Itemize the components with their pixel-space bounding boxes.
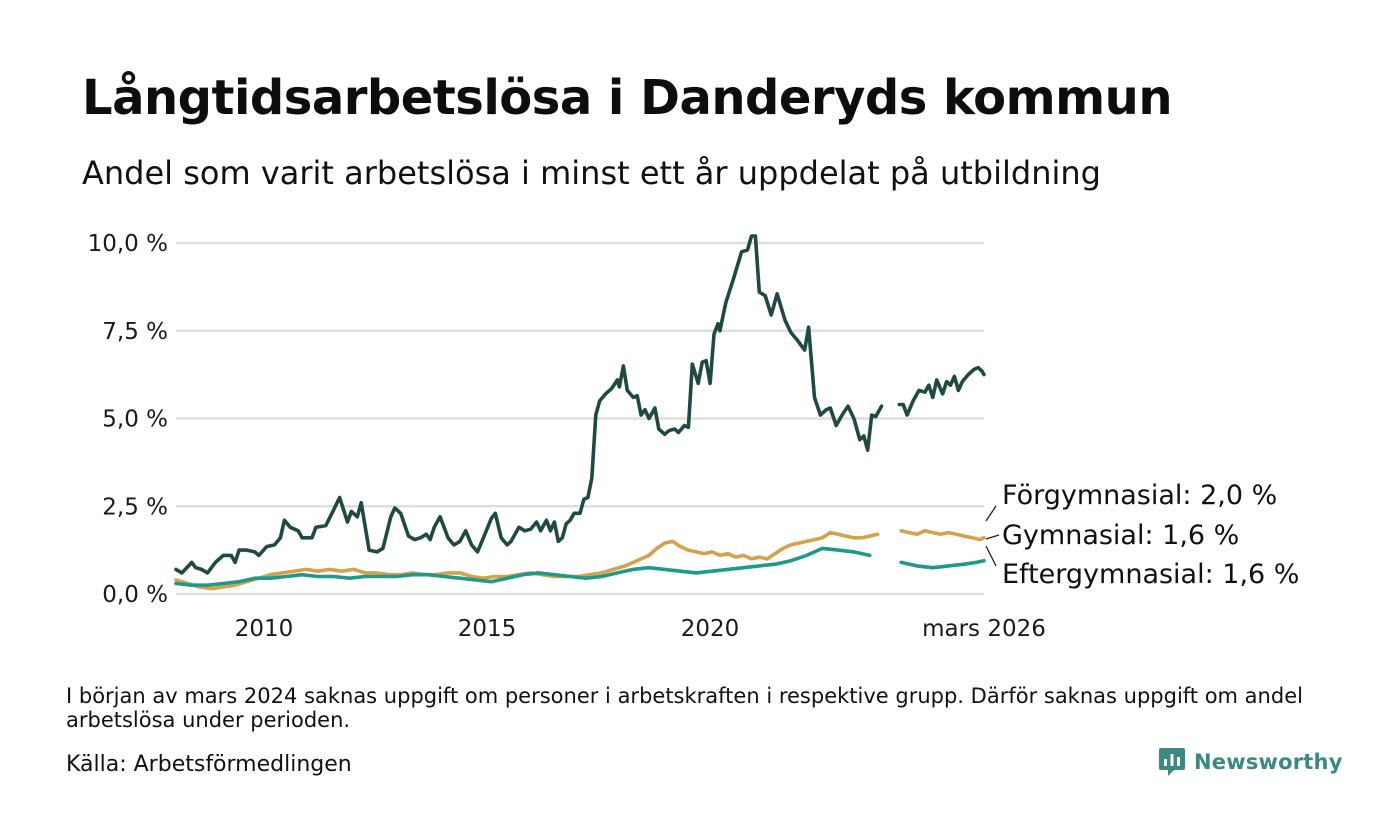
label-leader-förgymnasial: [985, 505, 997, 522]
series-line-eftergymnasial-seg-1: [899, 558, 986, 570]
series-end-label-förgymnasial: Förgymnasial: 2,0 %: [1002, 480, 1277, 511]
source-line: Källa: Arbetsförmedlingen: [66, 752, 352, 777]
series-line-gymnasial-seg-0: [174, 530, 880, 591]
series-line-gymnasial-seg-1: [899, 528, 986, 542]
series-line-eftergymnasial-seg-0: [174, 546, 872, 588]
y-axis-ticks: 0,0 % 2,5 % 5,0 % 7,5 % 10,0 %: [88, 231, 168, 608]
x-axis-ticks: 2010 2015 2020 mars 2026: [235, 616, 1046, 642]
label-leader-eftergymnasial: [985, 545, 997, 567]
line-chart: 0,0 % 2,5 % 5,0 % 7,5 % 10,0 % 2010 2015 2020 m…: [88, 231, 1300, 642]
series-end-label-gymnasial: Gymnasial: 1,6 %: [1002, 520, 1239, 551]
brand-logo: Newsworthy: [1158, 746, 1343, 778]
x-tick-label: 2020: [681, 616, 740, 642]
y-tick-label: 10,0 %: [88, 231, 168, 257]
series-lines: [174, 234, 986, 591]
x-tick-label: 2010: [235, 616, 294, 642]
grid-lines: [176, 241, 984, 596]
series-line-förgymnasial-seg-0: [174, 234, 884, 575]
label-leader-gymnasial: [985, 534, 1000, 540]
brand-name: Newsworthy: [1194, 750, 1343, 774]
y-tick-label: 2,5 %: [102, 494, 168, 520]
x-tick-label: 2015: [458, 616, 517, 642]
series-end-labels: Förgymnasial: 2,0 % Gymnasial: 1,6 % Efter…: [985, 480, 1299, 590]
series-line-förgymnasial-seg-1: [897, 365, 986, 417]
footnote: I början av mars 2024 saknas uppgift om …: [66, 684, 1303, 732]
newsworthy-logo-icon: [1159, 748, 1185, 776]
chart-subtitle: Andel som varit arbetslösa i minst ett å…: [82, 154, 1101, 192]
y-tick-label: 7,5 %: [102, 319, 168, 345]
chart-title: Långtidsarbetslösa i Danderyds kommun: [82, 70, 1173, 126]
x-tick-label: mars 2026: [922, 616, 1046, 642]
y-tick-label: 5,0 %: [102, 407, 168, 433]
y-tick-label: 0,0 %: [102, 582, 168, 608]
series-end-label-eftergymnasial: Eftergymnasial: 1,6 %: [1002, 559, 1299, 590]
